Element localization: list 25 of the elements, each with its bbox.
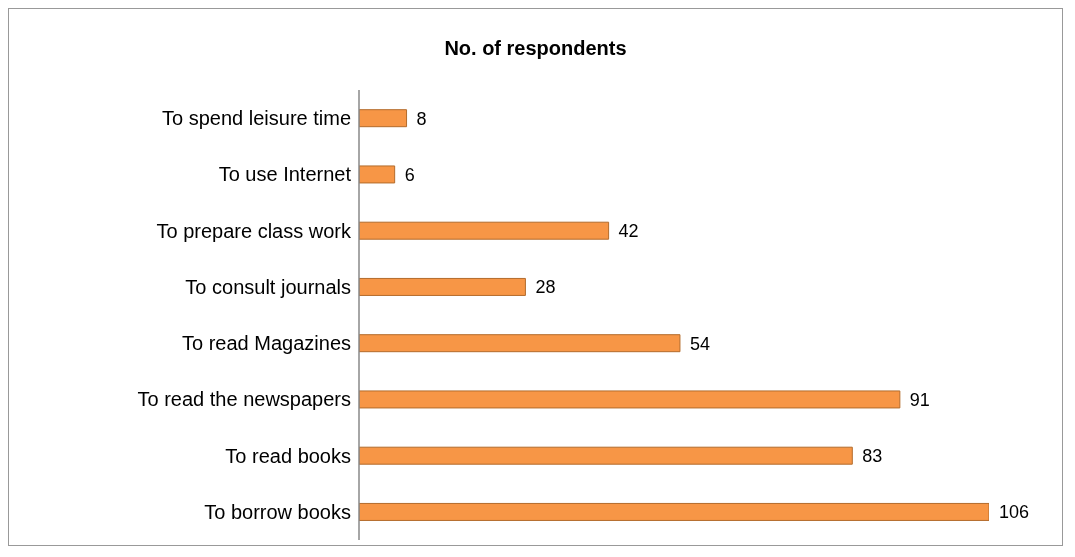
bar bbox=[359, 334, 681, 353]
bar bbox=[359, 109, 408, 128]
bar bbox=[359, 446, 853, 465]
bar bbox=[359, 277, 526, 296]
bar bbox=[359, 390, 901, 409]
chart-title: No. of respondents bbox=[443, 37, 628, 60]
y-tick-label: To spend leisure time bbox=[162, 107, 351, 130]
y-tick-label: To borrow books bbox=[204, 500, 351, 523]
y-tick-label: To use Internet bbox=[218, 163, 352, 186]
data-label: 91 bbox=[909, 389, 930, 410]
y-tick-label: To read Magazines bbox=[182, 332, 351, 355]
bar bbox=[359, 221, 610, 240]
y-tick-label: To read books bbox=[225, 444, 351, 467]
data-label: 8 bbox=[416, 108, 427, 129]
data-label: 42 bbox=[618, 221, 639, 242]
data-label: 54 bbox=[689, 333, 710, 354]
y-tick-label: To prepare class work bbox=[156, 219, 352, 242]
y-tick-label: To read the newspapers bbox=[137, 388, 351, 411]
data-label: 28 bbox=[535, 277, 556, 298]
data-label: 106 bbox=[999, 502, 1030, 523]
data-label: 83 bbox=[862, 446, 883, 467]
data-label: 6 bbox=[404, 164, 415, 185]
bar bbox=[359, 165, 396, 184]
bar bbox=[359, 502, 989, 521]
y-tick-label: To consult journals bbox=[185, 275, 351, 298]
